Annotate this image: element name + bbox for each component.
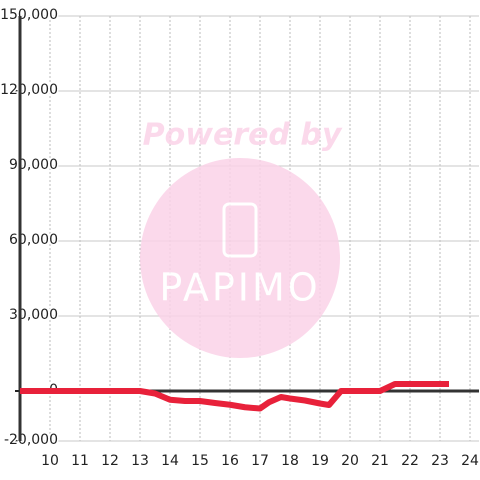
x-tick-label: 17 (251, 453, 269, 469)
x-tick-label: 18 (281, 453, 299, 469)
watermark-text: Powered by (143, 118, 343, 153)
x-tick-label: 20 (341, 453, 359, 469)
x-tick-label: 11 (71, 453, 89, 469)
line (20, 381, 449, 412)
x-tick-label: 14 (161, 453, 179, 469)
x-tick-label: 21 (371, 453, 389, 469)
x-tick-label: 10 (41, 453, 59, 469)
y-tick-label: 60,000 (9, 232, 58, 248)
y-tick-label: 120,000 (0, 82, 58, 98)
watermark-phone (222, 202, 258, 258)
watermark: Powered by PAPIMO (140, 118, 343, 358)
x-tick-label: 12 (101, 453, 119, 469)
y-tick-label: 150,000 (0, 7, 58, 23)
x-tick-label: 22 (401, 453, 419, 469)
x-tick-label: 23 (431, 453, 449, 469)
x-tick-label: 19 (311, 453, 329, 469)
x-tick-label: 16 (221, 453, 239, 469)
x-tick-label: 15 (191, 453, 209, 469)
x-tick-label: 13 (131, 453, 149, 469)
watermark-circle (140, 158, 340, 358)
y-tick-label: 30,000 (9, 307, 58, 323)
y-tick-label: 90,000 (9, 157, 58, 173)
y-tick-label: -20,000 (4, 432, 58, 448)
x-tick-label: 24 (461, 453, 479, 469)
watermark-logo: PAPIMO (159, 266, 320, 310)
